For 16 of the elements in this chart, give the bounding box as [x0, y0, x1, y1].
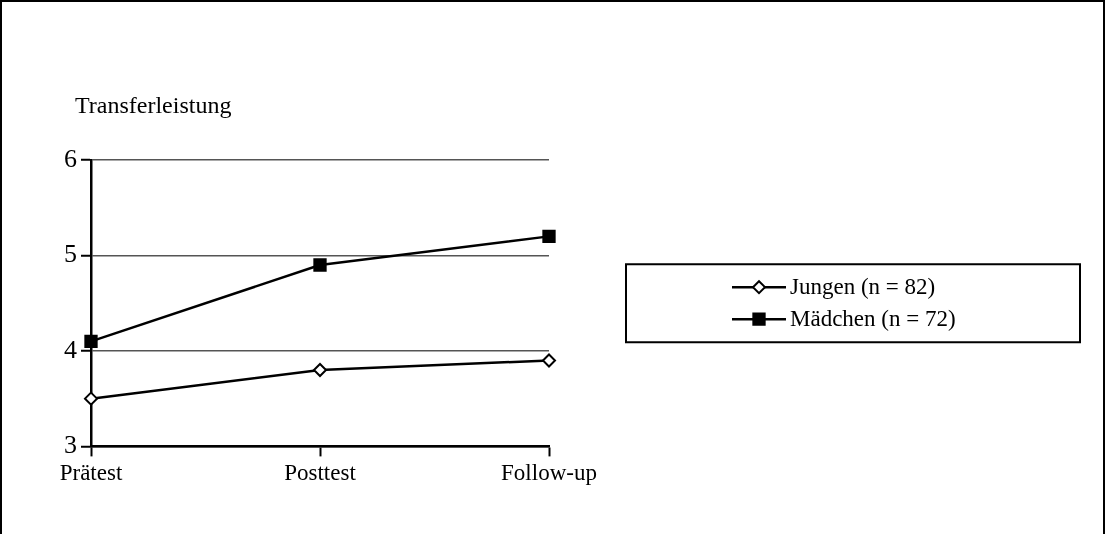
legend-label: Mädchen (n = 72) [790, 306, 956, 332]
legend-label: Jungen (n = 82) [790, 274, 936, 300]
point [313, 258, 327, 272]
point [313, 363, 327, 378]
point [542, 353, 556, 368]
point [84, 334, 98, 349]
y-axis-title: Transferleistung [75, 92, 232, 119]
point [84, 391, 98, 406]
x-tick-label: Posttest [284, 460, 357, 486]
x-tick-label: Prätest [59, 460, 123, 486]
point [542, 229, 556, 244]
y-tick-label: 4 [64, 334, 77, 364]
y-tick-label: 3 [64, 430, 77, 460]
y-tick-label: 5 [64, 239, 77, 269]
x-tick-label: Follow-up [501, 460, 597, 486]
y-tick-label: 6 [64, 143, 77, 173]
